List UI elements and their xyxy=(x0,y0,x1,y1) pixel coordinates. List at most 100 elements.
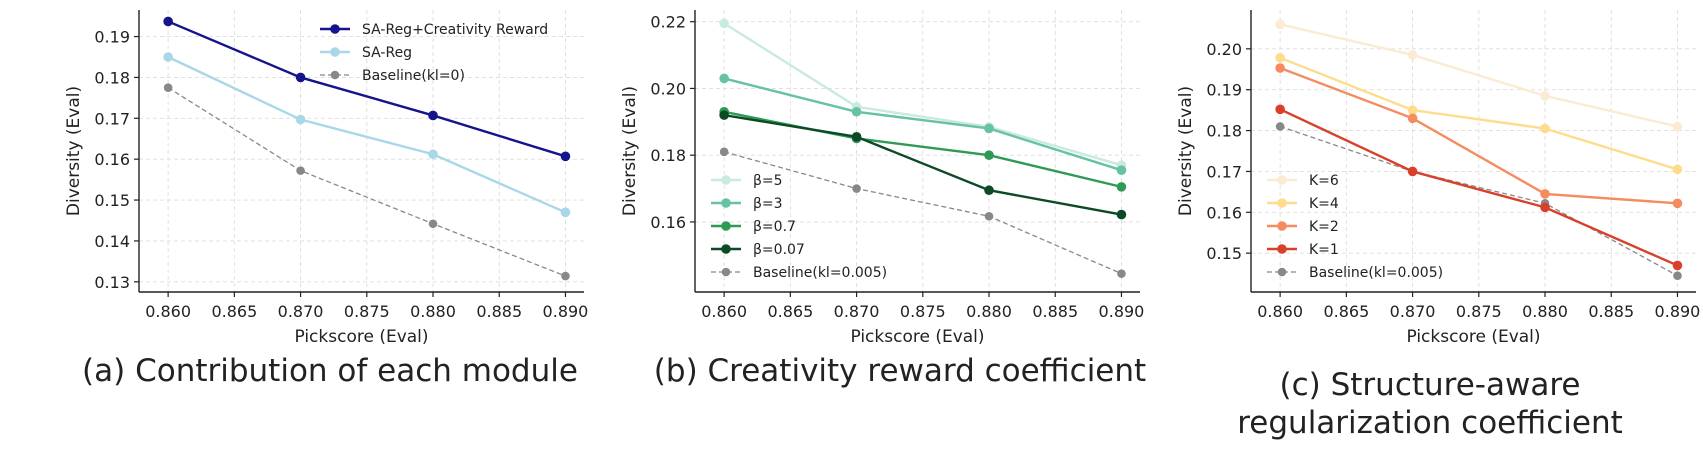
data-point xyxy=(984,185,994,196)
y-axis-label: Diversity (Eval) xyxy=(620,86,640,216)
x-tick-label: 0.875 xyxy=(900,302,946,321)
series-k-6 xyxy=(1275,19,1683,132)
legend: SA-Reg+Creativity Reward SA-Reg Baseline(k… xyxy=(320,22,548,84)
y-tick-label: 0.16 xyxy=(650,213,686,232)
series-line xyxy=(167,20,566,158)
y-tick-label: 0.20 xyxy=(1206,40,1242,59)
y-tick-label: 0.18 xyxy=(94,68,130,87)
legend: β=5 β=3 β=0.7 β=0.07 Baseline(kl=0.005) xyxy=(711,173,887,281)
x-tick-label: 0.885 xyxy=(476,302,522,321)
series-line xyxy=(1279,56,1678,171)
y-tick-label: 0.19 xyxy=(1206,81,1242,100)
data-point xyxy=(295,72,306,83)
data-point xyxy=(296,166,305,175)
series-line xyxy=(723,77,1122,172)
legend-swatch-marker xyxy=(330,47,340,57)
data-point xyxy=(851,106,862,117)
series-line xyxy=(1279,108,1678,267)
data-point xyxy=(984,211,994,221)
legend-label: β=0.7 xyxy=(753,219,796,235)
data-point xyxy=(984,123,994,134)
data-point xyxy=(1540,202,1550,213)
data-point xyxy=(1407,105,1418,115)
x-axis-label: Pickscore (Eval) xyxy=(850,327,984,347)
data-point xyxy=(428,219,438,229)
data-point xyxy=(163,52,173,62)
x-tick-label: 0.890 xyxy=(1655,302,1701,321)
legend-label: β=5 xyxy=(753,173,783,189)
data-point xyxy=(851,132,862,142)
chart-b: 0.860 0.865 0.870 0.875 0.880 0.885 0.890 0.16 0… xyxy=(620,10,1144,347)
x-axis-label: Pickscore (Eval) xyxy=(294,327,428,347)
x-tick-label: 0.870 xyxy=(278,302,324,321)
series-line xyxy=(167,55,566,214)
data-point xyxy=(1672,164,1683,175)
x-tick-label: 0.880 xyxy=(966,302,1012,321)
y-tick-label: 0.18 xyxy=(1206,122,1242,141)
caption-c-line-1: (c) Structure-aware xyxy=(1279,367,1581,403)
legend-label: Baseline(kl=0.005) xyxy=(1309,265,1443,281)
x-tick-label: 0.865 xyxy=(211,302,257,321)
x-tick-label: 0.875 xyxy=(1456,302,1502,321)
x-tick-label: 0.880 xyxy=(410,302,456,321)
data-point xyxy=(984,150,994,160)
data-point xyxy=(1117,269,1126,278)
data-point xyxy=(719,110,729,120)
series-line xyxy=(1279,23,1678,128)
caption-b-text: (b) Creativity reward coefficient xyxy=(653,353,1147,389)
data-point xyxy=(1407,166,1418,177)
y-tick-label: 0.14 xyxy=(94,232,130,251)
x-tick-label: 0.870 xyxy=(834,302,880,321)
chart-c: 0.860 0.865 0.870 0.875 0.880 0.885 0.890 0.15 0… xyxy=(1176,10,1700,347)
x-tick-label: 0.890 xyxy=(1099,302,1145,321)
legend-swatch-marker xyxy=(721,221,731,231)
y-tick-label: 0.17 xyxy=(94,109,130,128)
chart-a: 0.860 0.865 0.870 0.875 0.880 0.885 0.890 0.13 0… xyxy=(64,10,588,347)
legend-label: Baseline(kl=0.005) xyxy=(753,265,887,281)
caption-c: (c) Structure-aware regularization coeff… xyxy=(1160,366,1700,442)
x-tick-label: 0.870 xyxy=(1390,302,1436,321)
data-point xyxy=(163,83,173,92)
data-point xyxy=(852,184,861,193)
y-tick-label: 0.18 xyxy=(650,146,686,165)
data-point xyxy=(428,149,438,160)
legend-label: K=2 xyxy=(1309,219,1339,235)
y-tick-label: 0.15 xyxy=(94,191,130,210)
series-baseline-kl-0-005- xyxy=(719,147,1126,278)
x-axis-label: Pickscore (Eval) xyxy=(1406,327,1540,347)
x-tick-label: 0.860 xyxy=(1257,302,1303,321)
data-point xyxy=(1672,121,1683,132)
legend-swatch-marker xyxy=(1277,244,1287,254)
x-tick-label: 0.885 xyxy=(1032,302,1078,321)
series-baseline-kl-0- xyxy=(163,83,570,281)
y-axis-label: Diversity (Eval) xyxy=(64,86,84,216)
legend-swatch-marker xyxy=(721,244,731,254)
legend-swatch-marker xyxy=(721,175,731,185)
data-point xyxy=(1673,271,1682,280)
legend-label: K=1 xyxy=(1309,242,1339,258)
data-point xyxy=(163,16,173,27)
y-tick-label: 0.13 xyxy=(94,273,130,292)
legend-swatch-marker xyxy=(1277,175,1287,185)
x-tick-label: 0.860 xyxy=(701,302,747,321)
data-point xyxy=(1275,19,1285,30)
data-point xyxy=(1275,104,1285,115)
legend-label: K=6 xyxy=(1309,173,1339,189)
legend-label: SA-Reg xyxy=(362,45,412,61)
series--3 xyxy=(719,73,1127,175)
data-point xyxy=(560,151,571,162)
x-tick-label: 0.875 xyxy=(344,302,390,321)
x-tick-label: 0.860 xyxy=(145,302,191,321)
caption-a: (a) Contribution of each module xyxy=(40,352,620,390)
legend-swatch-marker xyxy=(721,198,731,208)
caption-a-text: (a) Contribution of each module xyxy=(82,353,578,389)
legend: K=6 K=4 K=2 K=1 Baseline(kl=0.005) xyxy=(1267,173,1443,281)
data-point xyxy=(1116,165,1127,175)
y-axis-label: Diversity (Eval) xyxy=(1176,86,1196,216)
x-tick-label: 0.880 xyxy=(1522,302,1568,321)
data-point xyxy=(1672,198,1683,209)
legend-label: SA-Reg+Creativity Reward xyxy=(362,22,548,38)
data-point xyxy=(1407,50,1418,60)
series-k-4 xyxy=(1275,53,1683,175)
